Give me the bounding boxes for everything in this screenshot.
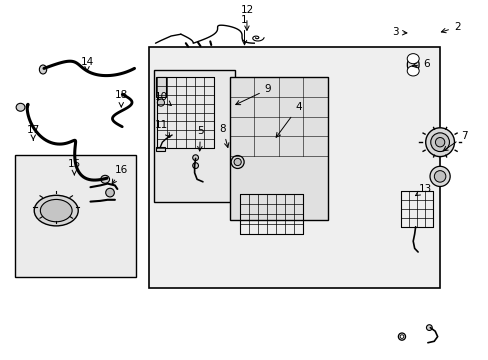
Ellipse shape	[101, 175, 109, 183]
Circle shape	[192, 163, 198, 168]
Text: 10: 10	[155, 92, 171, 105]
Bar	[155, 77, 166, 97]
Bar	[156, 147, 165, 151]
Text: 18: 18	[114, 90, 128, 107]
Text: 8: 8	[219, 124, 228, 148]
Ellipse shape	[16, 103, 25, 111]
Text: 15: 15	[67, 159, 81, 175]
Circle shape	[425, 128, 453, 157]
Text: 3: 3	[391, 27, 406, 37]
Text: 4: 4	[276, 102, 301, 137]
Text: 5: 5	[197, 126, 203, 151]
Bar	[400, 191, 432, 227]
Bar	[239, 194, 303, 234]
Bar	[15, 155, 136, 277]
Circle shape	[430, 133, 448, 152]
Circle shape	[433, 171, 445, 182]
Ellipse shape	[34, 195, 78, 226]
Circle shape	[231, 156, 244, 168]
Circle shape	[398, 333, 405, 340]
Text: 6: 6	[411, 59, 429, 69]
Circle shape	[105, 188, 114, 197]
Text: 1: 1	[241, 15, 247, 45]
Text: 13: 13	[415, 184, 431, 195]
Circle shape	[192, 155, 198, 161]
Ellipse shape	[407, 66, 418, 76]
Circle shape	[157, 99, 164, 106]
Text: 11: 11	[154, 120, 169, 137]
Bar	[229, 77, 327, 220]
Circle shape	[234, 158, 241, 166]
Ellipse shape	[40, 199, 72, 222]
Text: 14: 14	[80, 57, 94, 71]
Bar	[149, 47, 439, 288]
Text: 7: 7	[443, 131, 467, 151]
Circle shape	[426, 325, 431, 330]
Text: 17: 17	[26, 125, 40, 140]
Bar	[154, 70, 234, 202]
Text: 16: 16	[112, 165, 128, 184]
Text: 9: 9	[235, 84, 271, 105]
Ellipse shape	[407, 56, 418, 73]
Text: 2: 2	[441, 22, 460, 33]
Circle shape	[434, 138, 444, 147]
Text: 12: 12	[240, 5, 253, 30]
Circle shape	[429, 166, 449, 186]
Ellipse shape	[39, 65, 47, 74]
Bar	[157, 77, 213, 148]
Circle shape	[399, 335, 403, 338]
Ellipse shape	[407, 54, 418, 64]
